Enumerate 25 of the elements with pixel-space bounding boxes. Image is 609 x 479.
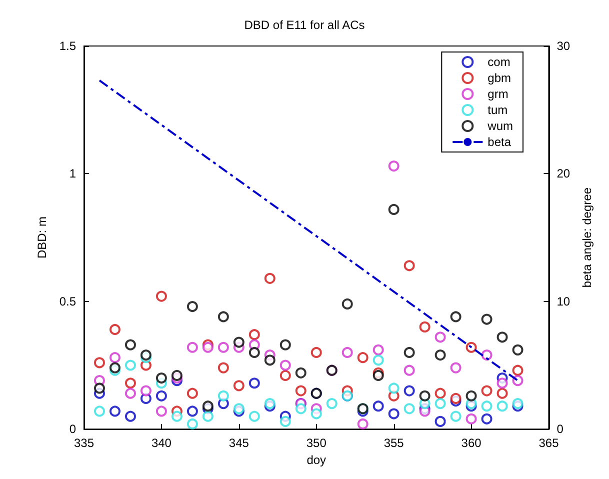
y2-axis-title: beta angle: degree: [580, 187, 594, 288]
chart-title: DBD of E11 for all ACs: [244, 18, 365, 32]
x-tick-label: 340: [151, 436, 172, 450]
y2-tick-label: 30: [556, 39, 570, 53]
x-tick-label: 335: [74, 436, 94, 450]
y-tick-label: 1: [69, 166, 76, 181]
y2-tick-label: 0: [556, 422, 564, 436]
legend-label: grm: [488, 87, 508, 101]
legend-label: beta: [488, 135, 512, 149]
x-tick-label: 350: [306, 436, 327, 450]
y-tick-label: 1.5: [59, 39, 76, 53]
legend-label: gbm: [488, 71, 512, 85]
x-tick-label: 365: [538, 436, 560, 450]
y-tick-label: 0: [69, 422, 76, 436]
y2-tick-label: 20: [556, 166, 570, 181]
y-tick-label: 0.5: [59, 294, 76, 308]
x-tick-label: 345: [228, 436, 250, 450]
x-tick-label: 360: [461, 436, 482, 450]
y-axis-title: DBD: m: [35, 216, 49, 259]
x-tick-label: 355: [384, 436, 404, 450]
legend-label: tum: [488, 103, 508, 117]
legend-label: wum: [486, 119, 514, 133]
legend-label: com: [488, 55, 510, 69]
x-axis-title: doy: [306, 453, 326, 467]
y2-tick-label: 10: [556, 294, 570, 308]
